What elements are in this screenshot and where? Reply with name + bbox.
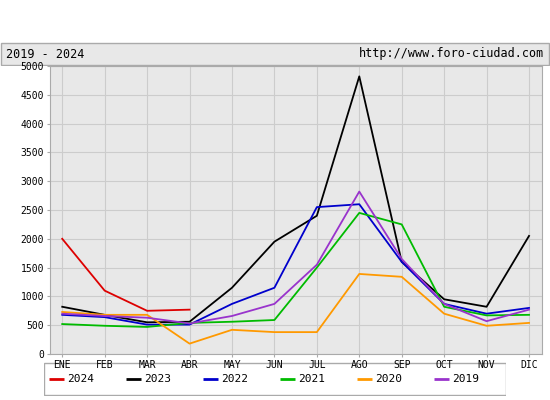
FancyBboxPatch shape (1, 43, 549, 65)
Text: 2023: 2023 (144, 374, 171, 384)
Text: 2022: 2022 (221, 374, 248, 384)
Text: 2021: 2021 (298, 374, 325, 384)
Text: 2020: 2020 (375, 374, 402, 384)
Text: http://www.foro-ciudad.com: http://www.foro-ciudad.com (359, 48, 544, 60)
Text: 2019 - 2024: 2019 - 2024 (6, 48, 84, 60)
Text: Evolucion Nº Turistas Extranjeros en el municipio de Cangas: Evolucion Nº Turistas Extranjeros en el … (39, 14, 511, 28)
Text: 2024: 2024 (67, 374, 94, 384)
Text: 2019: 2019 (452, 374, 479, 384)
FancyBboxPatch shape (44, 363, 506, 395)
